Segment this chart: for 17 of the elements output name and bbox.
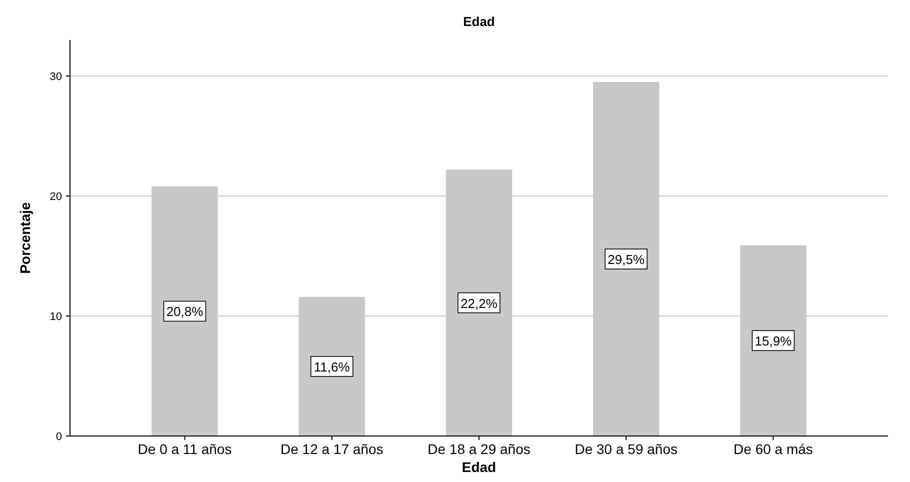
data-label: 15,9% — [754, 334, 792, 349]
y-tick-label: 0 — [56, 431, 62, 443]
x-tick-label: De 12 a 17 años — [280, 441, 384, 457]
y-tick-label: 10 — [50, 311, 62, 323]
y-tick-label: 30 — [50, 71, 62, 83]
x-axis-title: Edad — [462, 459, 496, 475]
x-tick-label: De 30 a 59 años — [574, 441, 678, 457]
data-label: 22,2% — [460, 296, 498, 311]
data-label: 20,8% — [166, 304, 204, 320]
chart-title: Edad — [463, 14, 495, 29]
data-label: 11,6% — [314, 359, 350, 374]
x-tick-label: De 60 a más — [734, 441, 813, 457]
y-axis-title: Porcentaje — [17, 202, 33, 274]
y-tick-label: 20 — [50, 191, 62, 203]
x-tick-label: De 18 a 29 años — [428, 441, 530, 457]
data-label: 29,5% — [608, 252, 645, 267]
x-tick-label: De 0 a 11 años — [138, 441, 232, 457]
